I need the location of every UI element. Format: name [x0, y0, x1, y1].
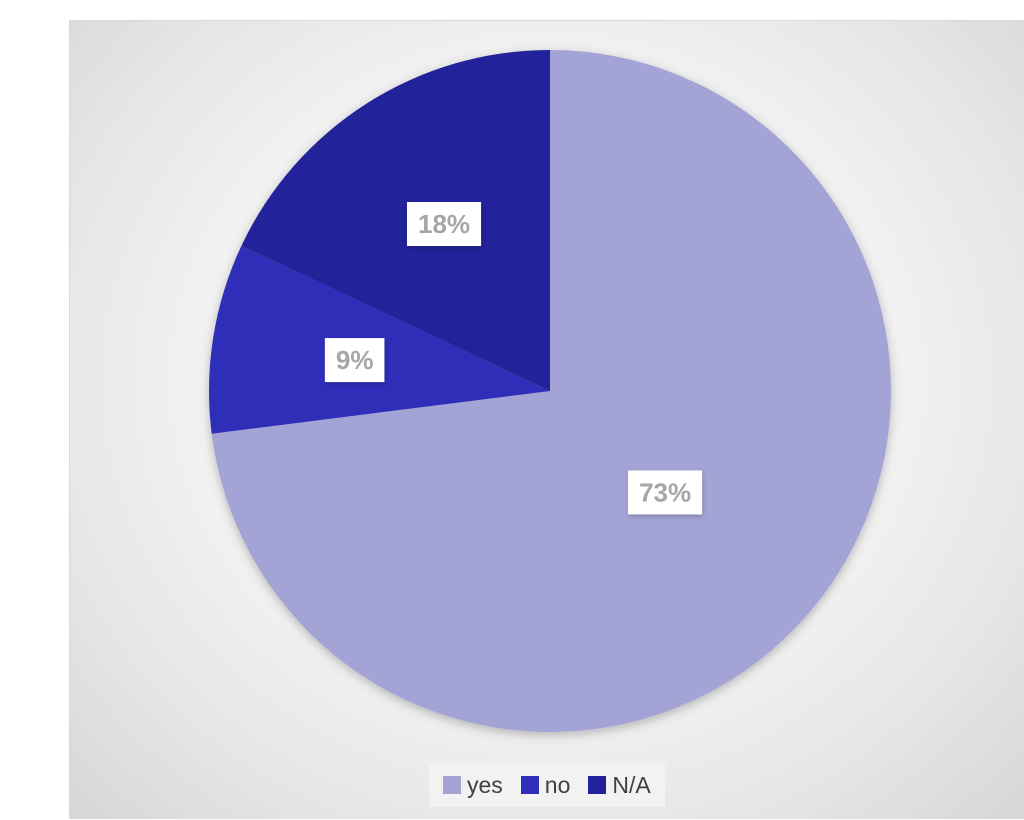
chart-area: 73% 9% 18% yes no N/A [69, 20, 1024, 819]
data-label-text-na: 18% [418, 209, 470, 239]
data-label-yes: 73% [628, 470, 703, 515]
legend-item-yes: yes [443, 772, 503, 799]
legend-label-yes: yes [467, 771, 503, 798]
data-label-box-na [407, 202, 482, 247]
legend: yes no N/A [429, 763, 665, 807]
data-label-na: 18% [407, 202, 482, 247]
legend-swatch-na [588, 776, 607, 794]
data-label-no: 9% [324, 338, 385, 383]
legend-label-na: N/A [612, 771, 651, 798]
legend-item-no: no [520, 771, 571, 799]
data-label-box-yes [628, 470, 703, 515]
pie-chart: 73% 9% 18% [209, 50, 891, 732]
legend-label-no: no [544, 771, 571, 798]
legend-swatch-no [520, 776, 539, 794]
legend-swatch-yes [443, 776, 461, 794]
legend-item-na: N/A [588, 771, 651, 799]
data-label-text-no: 9% [336, 345, 374, 375]
data-label-box-no [324, 338, 385, 383]
pie-slice-na [241, 50, 550, 391]
data-label-text-yes: 73% [639, 477, 691, 507]
pie-slice-yes [211, 50, 891, 732]
